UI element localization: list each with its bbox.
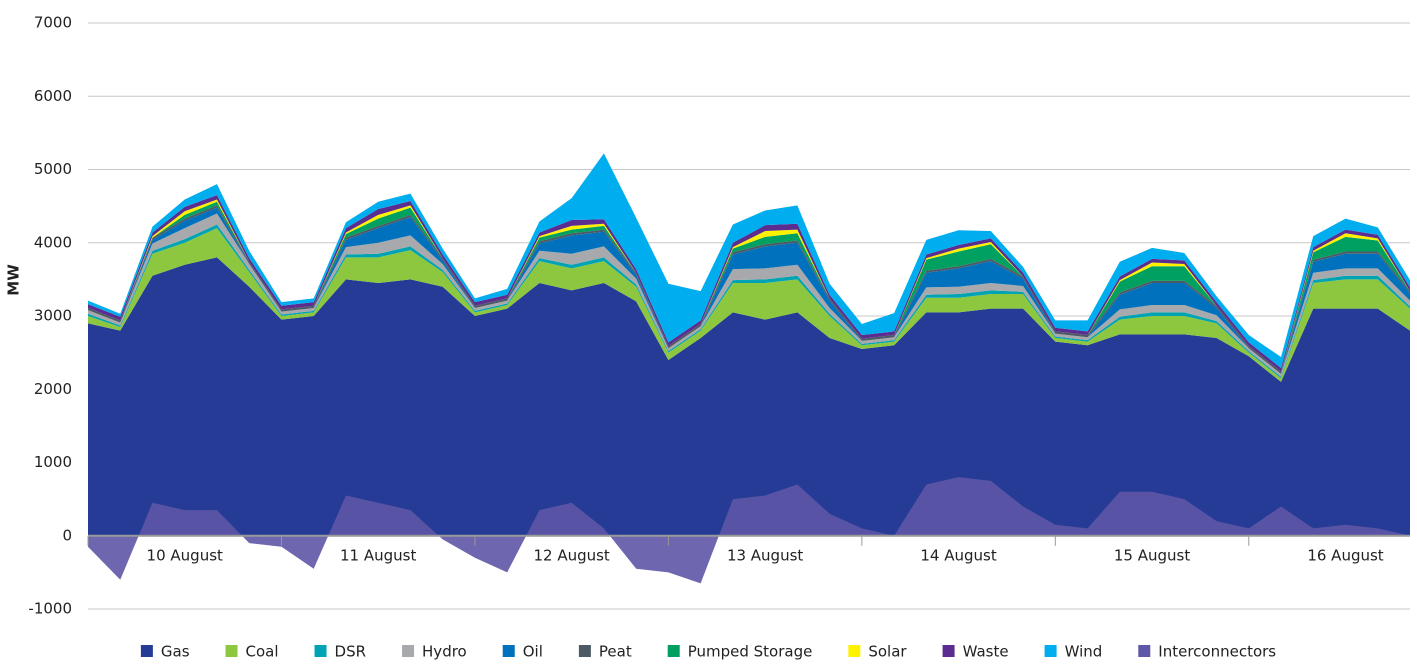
x-tick-label: 15 August — [1114, 546, 1190, 564]
legend-label: Hydro — [422, 643, 467, 661]
legend-swatch — [667, 645, 680, 657]
legend-swatch — [502, 645, 515, 657]
legend-label: DSR — [335, 643, 367, 661]
y-axis-label: MW — [5, 264, 23, 296]
x-tick-label: 16 August — [1307, 546, 1383, 564]
legend-swatch — [578, 645, 591, 657]
legend-swatch — [1044, 645, 1057, 657]
x-tick-label: 14 August — [920, 546, 996, 564]
y-tick-label: 7000 — [34, 14, 72, 32]
legend: Gas Coal DSR Hydro Oil Peat Pumped Storage Sola… — [140, 643, 1276, 661]
area — [88, 207, 1410, 374]
y-tick-label: 2000 — [34, 380, 72, 398]
legend-label: Pumped Storage — [688, 643, 813, 661]
y-tick-label: -1000 — [28, 600, 72, 618]
legend-label: Solar — [868, 643, 907, 661]
legend-swatch — [314, 645, 327, 657]
x-tick-label: 13 August — [727, 546, 803, 564]
legend-label: Peat — [599, 643, 632, 661]
legend-swatch — [140, 645, 153, 657]
y-tick-label: 3000 — [34, 307, 72, 325]
area — [88, 153, 1410, 369]
area — [88, 257, 1410, 536]
legend-label: Waste — [963, 643, 1009, 661]
legend-swatch — [848, 645, 861, 657]
area — [88, 228, 1410, 382]
area — [88, 477, 1410, 584]
y-tick-label: 0 — [62, 526, 72, 544]
y-tick-label: 4000 — [34, 233, 72, 251]
x-tick-label: 11 August — [340, 546, 416, 564]
x-tick-label: 10 August — [147, 546, 223, 564]
legend-label: Wind — [1065, 643, 1103, 661]
y-tick-label: 1000 — [34, 453, 72, 471]
legend-label: Interconnectors — [1158, 643, 1276, 661]
x-tick-label: 12 August — [533, 546, 609, 564]
legend-label: Gas — [161, 643, 190, 661]
y-tick-label: 5000 — [34, 160, 72, 178]
legend-swatch — [1138, 645, 1151, 657]
legend-swatch — [225, 645, 238, 657]
legend-label: Coal — [246, 643, 279, 661]
y-tick-label: 6000 — [34, 87, 72, 105]
legend-label: Oil — [523, 643, 543, 661]
legend-swatch — [942, 645, 955, 657]
legend-swatch — [402, 645, 415, 657]
area — [88, 224, 1410, 379]
